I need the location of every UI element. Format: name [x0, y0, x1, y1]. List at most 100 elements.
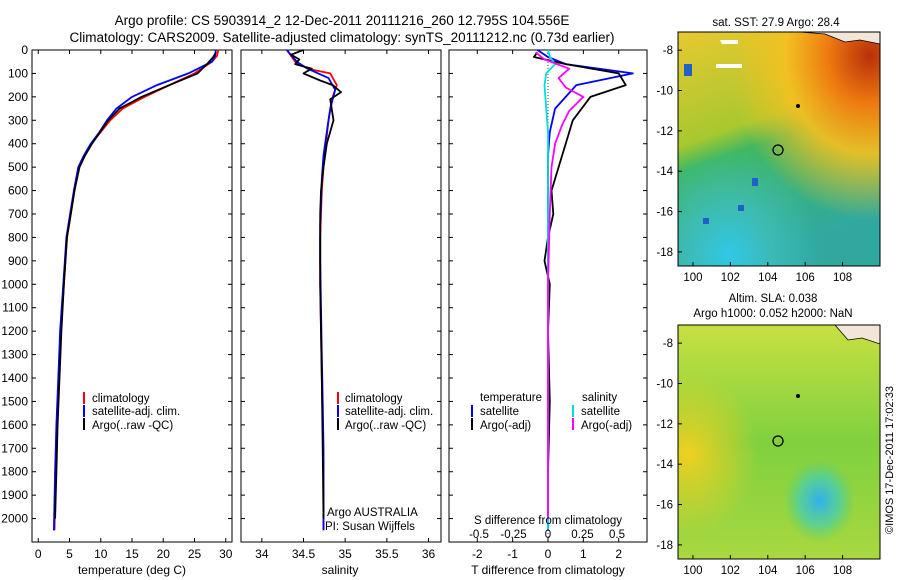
map-x-tick-label: 108 — [833, 565, 852, 577]
x-tick-label: 35.5 — [375, 547, 399, 561]
difference-legend-temperature-title: temperature — [480, 392, 542, 404]
x-tick-label: 1 — [580, 547, 587, 561]
x-tick-label: 30 — [219, 547, 233, 561]
x-tick-label: 36 — [422, 547, 436, 561]
s-tick-label: -0.5 — [469, 529, 489, 541]
difference-legend-salinity-title: salinity — [582, 392, 617, 404]
sst-argo-location — [772, 144, 784, 156]
y-tick-label: 700 — [8, 207, 28, 221]
difference-legend-t-argo: Argo(-adj) — [480, 420, 531, 432]
y-tick-label: 900 — [8, 254, 28, 268]
temperature-legend: climatology satellite-adj. clim. Argo(..… — [83, 392, 180, 432]
timestamp-credit: ©IMOS 17-Dec-2011 17:02:33 — [884, 386, 896, 534]
sst-map-title: sat. SST: 27.9 Argo: 28.4 — [712, 17, 840, 29]
y-tick-label: 100 — [8, 66, 28, 80]
map-y-tick-label: -14 — [656, 459, 673, 471]
s-tick-label: -0.25 — [500, 529, 526, 541]
y-tick-label: 500 — [8, 160, 28, 174]
map-y-tick-label: -12 — [656, 126, 673, 138]
temperature-xlabel: temperature (deg C) — [78, 563, 186, 577]
sla-map-title-2: Argo h1000: 0.052 h2000: NaN — [693, 308, 852, 320]
x-tick-label: -2 — [472, 547, 483, 561]
sla-map-ticks: 100 102 104 106 108 -8 -10 -12 -14 -16 -18 — [656, 338, 852, 577]
sla-map-frame — [677, 324, 881, 560]
salinity-axes — [240, 49, 442, 543]
x-tick-label: 34.5 — [292, 547, 316, 561]
difference-panel: -2 -1 0 1 2 S difference from climatology -0… — [448, 49, 648, 577]
difference-legend: temperature satellite Argo(-adj) salinit… — [471, 392, 632, 432]
salinity-lines — [286, 49, 342, 531]
map-y-tick-label: -10 — [656, 379, 673, 391]
temperature-legend-climatology: climatology — [92, 393, 150, 405]
series-line — [286, 49, 338, 531]
map-y-tick-label: -12 — [656, 419, 673, 431]
series-line — [290, 49, 342, 519]
difference-lines — [533, 49, 634, 542]
map-y-tick-label: -16 — [656, 500, 673, 512]
float-pi: PI: Susan Wijffels — [325, 521, 415, 533]
sst-map-ticks: 100 102 104 106 108 -8 -10 -12 -14 -16 -18 — [656, 45, 852, 284]
series-line — [286, 49, 337, 531]
y-tick-label: 800 — [8, 230, 28, 244]
y-tick-label: 600 — [8, 184, 28, 198]
y-tick-label: 1100 — [2, 301, 28, 315]
x-tick-label: 0 — [545, 547, 552, 561]
map-x-tick-label: 106 — [796, 565, 815, 577]
y-tick-label: 1300 — [1, 348, 28, 362]
temperature-panel: 0 5 10 15 20 25 300100200300400500600700800900… — [1, 43, 232, 577]
map-x-tick-label: 106 — [796, 272, 815, 284]
temperature-legend-argo: Argo(..raw -QC) — [92, 420, 173, 432]
series-line — [535, 51, 585, 519]
salinity-legend-satellite: satellite-adj. clim. — [345, 406, 433, 418]
salinity-legend-climatology: climatology — [345, 393, 403, 405]
map-x-tick-label: 102 — [721, 565, 740, 577]
map-y-tick-label: -8 — [663, 338, 673, 350]
s-tick-label: 0.25 — [571, 529, 593, 541]
salinity-panel: 34 34.5 35 35.5 36 salinity climatology sate… — [240, 49, 442, 577]
x-tick-label: 34 — [255, 547, 269, 561]
x-tick-label: -1 — [507, 547, 518, 561]
temperature-lines — [53, 49, 220, 531]
series-line — [53, 49, 217, 531]
difference-legend-s-satellite: satellite — [581, 406, 620, 418]
x-tick-label: 5 — [66, 547, 73, 561]
s-tick-label: 0 — [545, 529, 551, 541]
series-line — [54, 51, 217, 519]
y-tick-label: 1800 — [1, 465, 28, 479]
y-tick-label: 1400 — [1, 371, 28, 385]
y-tick-label: 1900 — [1, 488, 28, 502]
y-tick-label: 200 — [8, 90, 28, 104]
difference-legend-s-argo: Argo(-adj) — [581, 420, 632, 432]
y-tick-label: 1200 — [1, 324, 28, 338]
y-tick-label: 400 — [8, 137, 28, 151]
x-tick-label: 15 — [125, 547, 139, 561]
y-tick-label: 1000 — [1, 277, 28, 291]
map-x-tick-label: 104 — [758, 565, 778, 577]
sla-island — [796, 394, 800, 398]
map-y-tick-label: -18 — [656, 540, 673, 552]
float-agency: Argo AUSTRALIA — [327, 507, 418, 519]
difference-legend-t-satellite: satellite — [480, 406, 519, 418]
map-x-tick-label: 104 — [758, 272, 778, 284]
sla-map-panel: Altim. SLA: 0.038 Argo h1000: 0.052 h200… — [656, 293, 881, 577]
sst-missing-data — [716, 40, 742, 68]
map-x-tick-label: 108 — [833, 272, 852, 284]
difference-t-label: T difference from climatology — [471, 563, 625, 577]
x-tick-label: 10 — [94, 547, 108, 561]
salinity-ticks: 34 34.5 35 35.5 36 — [241, 49, 441, 561]
x-tick-label: 0 — [35, 547, 42, 561]
sla-map-title-1: Altim. SLA: 0.038 — [729, 293, 818, 305]
sst-map-panel: sat. SST: 27.9 Argo: 28.4 100 102 104 106 10… — [656, 17, 881, 284]
salinity-difference-ticks: -0.5 -0.25 0 0.25 0.5 — [469, 529, 625, 541]
map-y-tick-label: -14 — [656, 166, 673, 178]
map-y-tick-label: -18 — [656, 247, 673, 259]
map-y-tick-label: -16 — [656, 207, 673, 219]
title-line-2: Climatology: CARS2009. Satellite-adjuste… — [69, 30, 614, 45]
sla-argo-location — [772, 435, 784, 447]
y-tick-label: 300 — [8, 113, 28, 127]
title-line-1: Argo profile: CS 5903914_2 12-Dec-2011 2… — [115, 13, 570, 28]
y-tick-label: 1700 — [1, 441, 28, 455]
salinity-legend: climatology satellite-adj. clim. Argo(..… — [337, 392, 433, 432]
salinity-legend-argo: Argo(..raw -QC) — [345, 420, 426, 432]
